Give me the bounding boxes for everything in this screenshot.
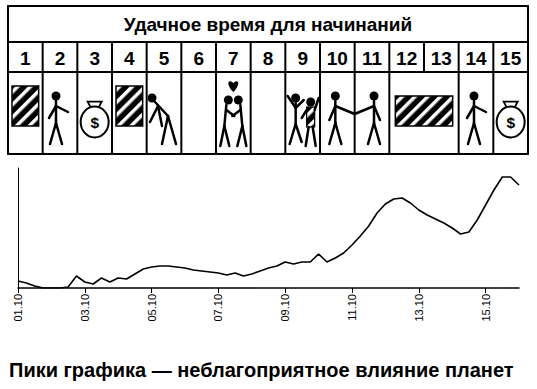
svg-text:9: 9 — [297, 48, 308, 69]
svg-text:13: 13 — [431, 48, 452, 69]
svg-text:15: 15 — [500, 48, 522, 69]
svg-text:15.10: 15.10 — [480, 294, 492, 322]
svg-text:03.10: 03.10 — [79, 294, 91, 322]
svg-text:09.10: 09.10 — [279, 294, 291, 322]
svg-text:11: 11 — [362, 48, 383, 69]
svg-text:Пики графика — неблагоприятное: Пики графика — неблагоприятное влияние п… — [9, 359, 514, 381]
svg-text:$: $ — [90, 114, 99, 131]
svg-text:1: 1 — [20, 48, 31, 69]
svg-text:$: $ — [506, 114, 515, 131]
svg-text:14: 14 — [465, 48, 487, 69]
svg-text:7: 7 — [228, 48, 239, 69]
svg-text:4: 4 — [124, 48, 135, 69]
svg-text:3: 3 — [89, 48, 100, 69]
svg-text:11.10: 11.10 — [346, 294, 358, 321]
svg-text:Удачное время для начинаний: Удачное время для начинаний — [124, 14, 412, 35]
svg-text:10: 10 — [327, 48, 348, 69]
svg-text:05.10: 05.10 — [146, 294, 158, 322]
svg-text:8: 8 — [263, 48, 274, 69]
svg-text:5: 5 — [159, 48, 170, 69]
svg-text:2: 2 — [55, 48, 66, 69]
svg-text:13.10: 13.10 — [413, 294, 425, 322]
svg-text:07.10: 07.10 — [212, 294, 224, 322]
svg-text:01.10: 01.10 — [12, 294, 24, 322]
svg-text:12: 12 — [396, 48, 417, 69]
svg-text:6: 6 — [193, 48, 204, 69]
